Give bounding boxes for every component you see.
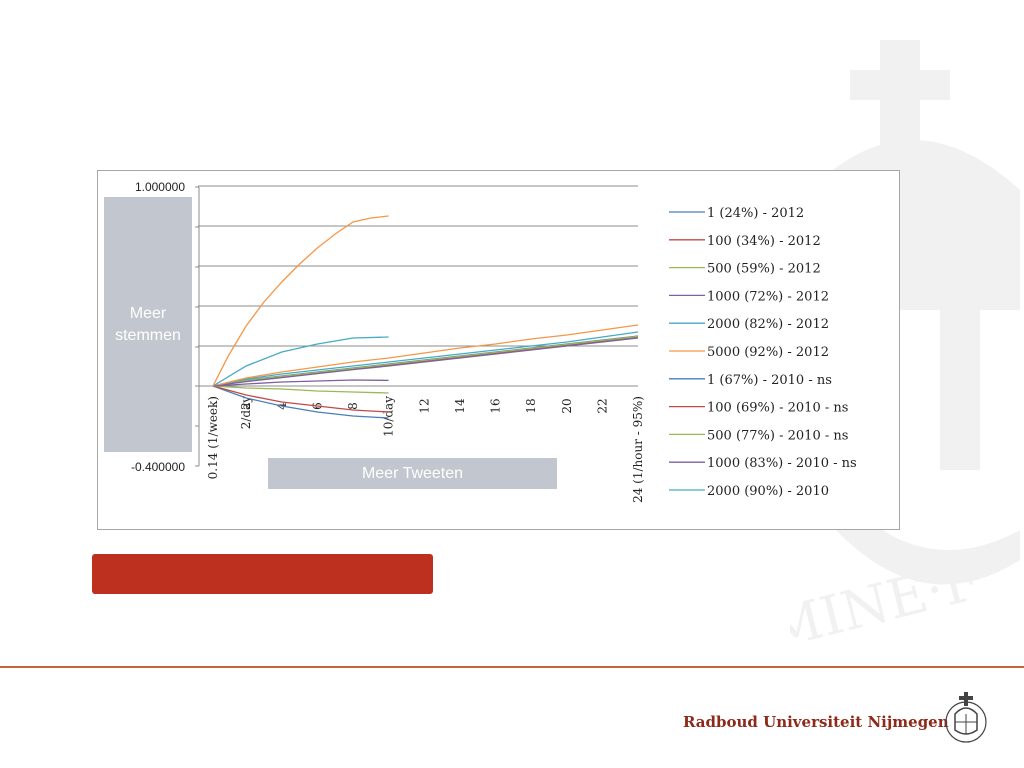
- series-line-10: [212, 336, 389, 387]
- legend-label: 100 (69%) - 2010 - ns: [707, 401, 848, 416]
- red-accent-bar: [92, 554, 433, 594]
- legend-label: 500 (77%) - 2010 - ns: [707, 428, 848, 443]
- legend-label: 100 (34%) - 2012: [707, 234, 821, 249]
- series-line-6: [212, 385, 389, 419]
- series-line-3: [212, 337, 639, 387]
- legend-label: 1000 (72%) - 2012: [707, 289, 829, 304]
- y-label-bottom: -0.400000: [131, 460, 185, 474]
- x-tick-label: 18: [524, 398, 538, 413]
- legend-label: 1 (24%) - 2012: [707, 206, 804, 221]
- footer-divider: [0, 666, 1024, 668]
- annotation-more-votes: Meer stemmen: [104, 197, 192, 452]
- x-tick-label-long: 10/day: [382, 396, 396, 437]
- legend-label: 5000 (92%) - 2012: [707, 345, 829, 360]
- y-label-top: 1.000000: [135, 180, 185, 194]
- series-line-11: [212, 215, 389, 387]
- series-line-7: [212, 385, 389, 413]
- x-tick-label: 16: [489, 398, 503, 413]
- series-line-4: [212, 331, 639, 387]
- university-name: Radboud Universiteit Nijmegen: [683, 713, 949, 731]
- series-line-2: [212, 335, 639, 387]
- legend-label: 2000 (82%) - 2012: [707, 317, 829, 332]
- series-line-9: [212, 379, 389, 387]
- annotation-more-votes-text: Meer stemmen: [115, 305, 181, 344]
- series-line-8: [212, 385, 389, 394]
- series-line-5: [212, 324, 639, 387]
- x-tick-label-long: 0.14 (1/week): [206, 396, 220, 479]
- x-tick-label: 12: [417, 398, 431, 413]
- annotation-more-tweets-text: Meer Tweeten: [361, 465, 464, 482]
- x-tick-label: 20: [560, 398, 574, 413]
- x-tick-label: 22: [595, 398, 609, 413]
- legend-label: 500 (59%) - 2012: [707, 262, 821, 277]
- legend-label: 1 (67%) - 2010 - ns: [707, 373, 832, 388]
- annotation-more-tweets: Meer Tweeten: [268, 458, 557, 489]
- university-seal-icon: [945, 692, 987, 743]
- legend-label: 1000 (83%) - 2010 - ns: [707, 456, 857, 471]
- x-tick-label-long: 24 (1/hour - 95%): [631, 396, 645, 503]
- x-tick-label: 2: [239, 402, 253, 410]
- x-tick-label: 14: [453, 398, 467, 414]
- x-tick-label-long: 2/day: [239, 396, 253, 430]
- x-tick-label: 8: [346, 402, 360, 410]
- legend-label: 2000 (90%) - 2010: [707, 484, 829, 499]
